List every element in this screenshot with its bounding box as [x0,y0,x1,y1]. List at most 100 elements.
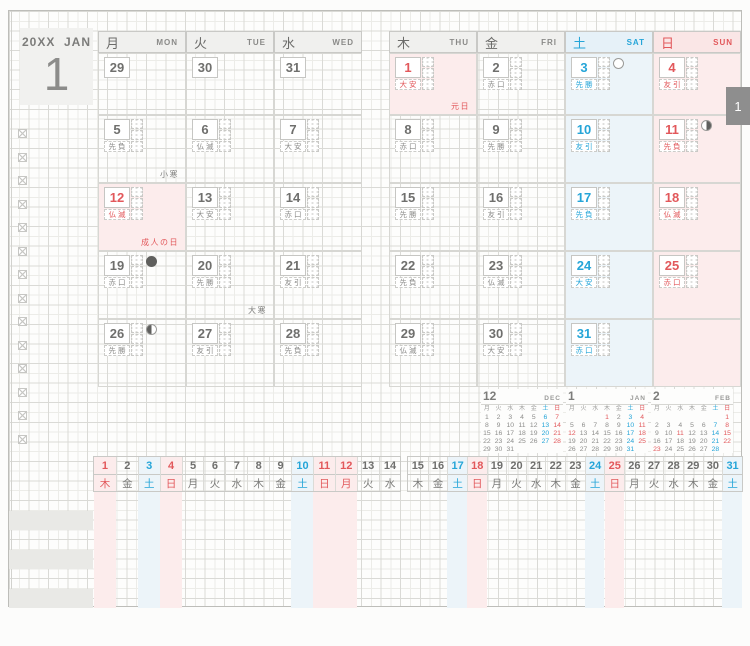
date-cell-8[interactable]: 8 赤口 [389,115,477,183]
memo-dot-box[interactable] [422,57,434,67]
strip-date-cell[interactable]: 22 木 [545,457,566,491]
memo-dot-box[interactable] [510,141,522,152]
memo-dot-box[interactable] [598,345,610,356]
date-cell-15[interactable]: 15 先勝 [389,183,477,251]
memo-checkbox-icon[interactable] [18,364,27,373]
memo-dot-box[interactable] [422,209,434,220]
memo-dot-box[interactable] [422,68,434,78]
strip-date-cell[interactable]: 29 木 [682,457,703,491]
memo-checkbox-icon[interactable] [18,317,27,326]
memo-dot-box[interactable] [686,141,698,152]
strip-date-cell[interactable]: 23 金 [565,457,585,491]
memo-checkbox-icon[interactable] [18,246,27,256]
month-index-tab[interactable]: 1 [726,87,750,125]
memo-dot-box[interactable] [598,277,610,288]
memo-dot-box[interactable] [422,130,434,140]
memo-dot-box[interactable] [307,266,319,276]
date-cell-22[interactable]: 22 先負 [389,251,477,319]
date-cell-14[interactable]: 14 赤口 [274,183,362,251]
memo-dot-box[interactable] [131,255,143,265]
date-cell-16[interactable]: 16 友引 [477,183,565,251]
strip-date-cell[interactable]: 18 日 [466,457,487,491]
memo-checkbox-icon[interactable] [18,340,27,350]
strip-date-cell[interactable]: 15 木 [408,457,428,491]
memo-dot-box[interactable] [510,266,522,276]
memo-dot-box[interactable] [131,323,143,333]
strip-date-cell[interactable]: 25 日 [604,457,625,491]
date-cell-7[interactable]: 7 大安 [274,115,362,183]
memo-dot-box[interactable] [422,119,434,129]
strip-date-cell[interactable]: 26 月 [624,457,644,491]
date-cell-20[interactable]: 20 先勝 大寒 [186,251,274,319]
memo-dot-box[interactable] [131,119,143,129]
memo-dot-box[interactable] [598,119,610,129]
memo-dot-box[interactable] [307,187,319,197]
memo-dot-box[interactable] [686,119,698,129]
date-cell-1[interactable]: 1 大安 元日 [389,53,477,115]
date-cell-29[interactable]: 29 仏滅 [389,319,477,387]
date-cell-13[interactable]: 13 大安 [186,183,274,251]
memo-dot-box[interactable] [598,255,610,265]
memo-dot-box[interactable] [510,130,522,140]
memo-dot-box[interactable] [510,334,522,344]
memo-dot-box[interactable] [510,198,522,208]
date-cell-5[interactable]: 5 先負 小寒 [98,115,186,183]
date-cell-21[interactable]: 21 友引 [274,251,362,319]
date-cell-30[interactable]: 30 [186,53,274,115]
memo-dot-box[interactable] [686,79,698,90]
strip-date-cell[interactable]: 16 金 [427,457,448,491]
memo-dot-box[interactable] [598,198,610,208]
memo-dot-box[interactable] [219,323,231,333]
memo-dot-box[interactable] [131,277,143,288]
date-cell-25[interactable]: 25 赤口 [653,251,741,319]
memo-dot-box[interactable] [219,277,231,288]
memo-dot-box[interactable] [510,323,522,333]
memo-dot-box[interactable] [510,79,522,90]
strip-date-cell[interactable]: 21 水 [525,457,546,491]
memo-dot-box[interactable] [598,334,610,344]
memo-dot-box[interactable] [307,255,319,265]
memo-dot-box[interactable] [307,334,319,344]
date-cell-19[interactable]: 19 赤口 [98,251,186,319]
memo-dot-box[interactable] [219,187,231,197]
memo-dot-box[interactable] [598,130,610,140]
memo-dot-box[interactable] [307,277,319,288]
memo-checkbox-icon[interactable] [18,411,27,420]
memo-dot-box[interactable] [131,334,143,344]
memo-dot-box[interactable] [686,266,698,276]
date-cell-empty[interactable] [653,319,741,387]
memo-dot-box[interactable] [598,323,610,333]
memo-dot-box[interactable] [131,345,143,356]
memo-dot-box[interactable] [510,187,522,197]
date-cell-18[interactable]: 18 仏滅 [653,183,741,251]
memo-dot-box[interactable] [686,277,698,288]
date-cell-23[interactable]: 23 仏滅 [477,251,565,319]
memo-dot-box[interactable] [131,130,143,140]
memo-dot-box[interactable] [510,277,522,288]
memo-dot-box[interactable] [219,198,231,208]
memo-dot-box[interactable] [510,255,522,265]
strip-date-cell[interactable]: 24 土 [584,457,605,491]
date-cell-11[interactable]: 11 先負 [653,115,741,183]
memo-dot-box[interactable] [598,187,610,197]
memo-dot-box[interactable] [422,187,434,197]
strip-date-cell[interactable]: 27 火 [643,457,664,491]
mini-calendar-jan[interactable]: 1 JAN 月火水木金土日 1 2 3 4 5 6 7 8 9 10 11 12 13 14 15 16 17 18 19… [566,389,648,453]
memo-dot-box[interactable] [686,130,698,140]
memo-dot-box[interactable] [686,57,698,67]
memo-dot-box[interactable] [307,323,319,333]
memo-dot-box[interactable] [307,209,319,220]
memo-dot-box[interactable] [219,130,231,140]
memo-dot-box[interactable] [131,209,143,220]
memo-dot-box[interactable] [131,187,143,197]
memo-dot-box[interactable] [510,209,522,220]
memo-checkbox-icon[interactable] [18,293,27,303]
strip-date-cell[interactable]: 10 土 [291,457,313,491]
memo-dot-box[interactable] [422,198,434,208]
